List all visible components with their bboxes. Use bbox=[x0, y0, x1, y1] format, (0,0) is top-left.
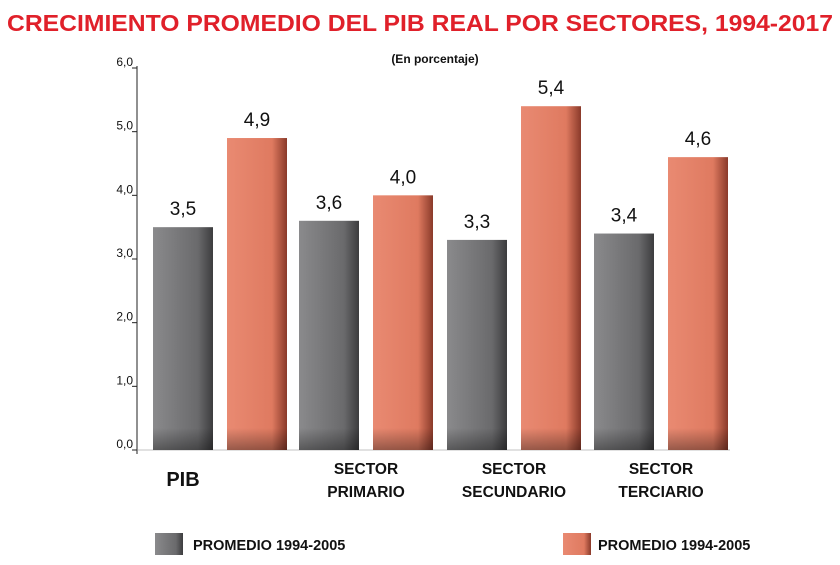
category-label-1: SECTOR PRIMARIO bbox=[327, 461, 405, 501]
y-tick-label: 1,0 bbox=[116, 373, 133, 387]
bar-shadow bbox=[521, 428, 581, 450]
bar-shadow bbox=[668, 428, 728, 450]
bar-series-2-2 bbox=[521, 106, 581, 450]
value-label-series-1-3: 3,4 bbox=[611, 206, 638, 227]
category-label-3: SECTOR TERCIARIO bbox=[618, 461, 703, 501]
bar-shadow bbox=[153, 428, 213, 450]
bar-shadow bbox=[299, 428, 359, 450]
category-label-0: PIB bbox=[166, 469, 199, 491]
y-tick-label: 4,0 bbox=[116, 182, 133, 196]
value-labels-group: 3,5 3,6 3,3 3,4 4,9 4,0 5,4 4,6 bbox=[170, 78, 711, 233]
bar-shadow bbox=[594, 428, 654, 450]
bar-series-2-0 bbox=[227, 138, 287, 451]
value-label-series-2-1: 4,0 bbox=[390, 167, 416, 188]
bar-shadow bbox=[447, 428, 507, 450]
value-label-series-1-2: 3,3 bbox=[464, 212, 490, 233]
legend-swatch-gray bbox=[155, 533, 183, 555]
bar-series-2-3 bbox=[668, 157, 728, 450]
bar-shadow bbox=[227, 428, 287, 450]
chart-subtitle: (En porcentaje) bbox=[391, 52, 478, 66]
y-axis: 0,0 1,0 2,0 3,0 4,0 5,0 6,0 bbox=[116, 55, 730, 454]
bar-series-1-2 bbox=[447, 239, 507, 450]
value-label-series-2-3: 4,6 bbox=[685, 129, 711, 150]
legend-swatch-salmon bbox=[563, 533, 591, 555]
legend-label-series-2: PROMEDIO 1994-2005 bbox=[598, 538, 750, 554]
value-label-series-2-2: 5,4 bbox=[538, 78, 565, 99]
y-tick-label: 6,0 bbox=[116, 55, 133, 69]
value-label-series-2-0: 4,9 bbox=[244, 110, 270, 131]
legend: PROMEDIO 1994-2005 PROMEDIO 1994-2005 bbox=[155, 533, 750, 555]
bar-series-1-3 bbox=[594, 233, 654, 450]
bar-series-2-1 bbox=[373, 195, 433, 450]
value-label-series-1-1: 3,6 bbox=[316, 193, 342, 214]
category-label-2: SECTOR SECUNDARIO bbox=[462, 461, 566, 501]
chart-title: CRECIMIENTO PROMEDIO DEL PIB REAL POR SE… bbox=[7, 10, 833, 36]
value-label-series-1-0: 3,5 bbox=[170, 199, 196, 220]
bars-group bbox=[153, 106, 728, 451]
bar-series-1-1 bbox=[299, 220, 359, 450]
y-tick-label: 0,0 bbox=[116, 437, 133, 451]
legend-label-series-1: PROMEDIO 1994-2005 bbox=[193, 538, 345, 554]
y-tick-label: 3,0 bbox=[116, 246, 133, 260]
bar-shadow bbox=[373, 428, 433, 450]
y-tick-label: 5,0 bbox=[116, 119, 133, 133]
bar-series-1-0 bbox=[153, 227, 213, 450]
category-labels-group: PIB SECTOR PRIMARIO SECTOR SECUNDARIO SECTOR T… bbox=[166, 461, 703, 501]
y-tick-label: 2,0 bbox=[116, 310, 133, 324]
